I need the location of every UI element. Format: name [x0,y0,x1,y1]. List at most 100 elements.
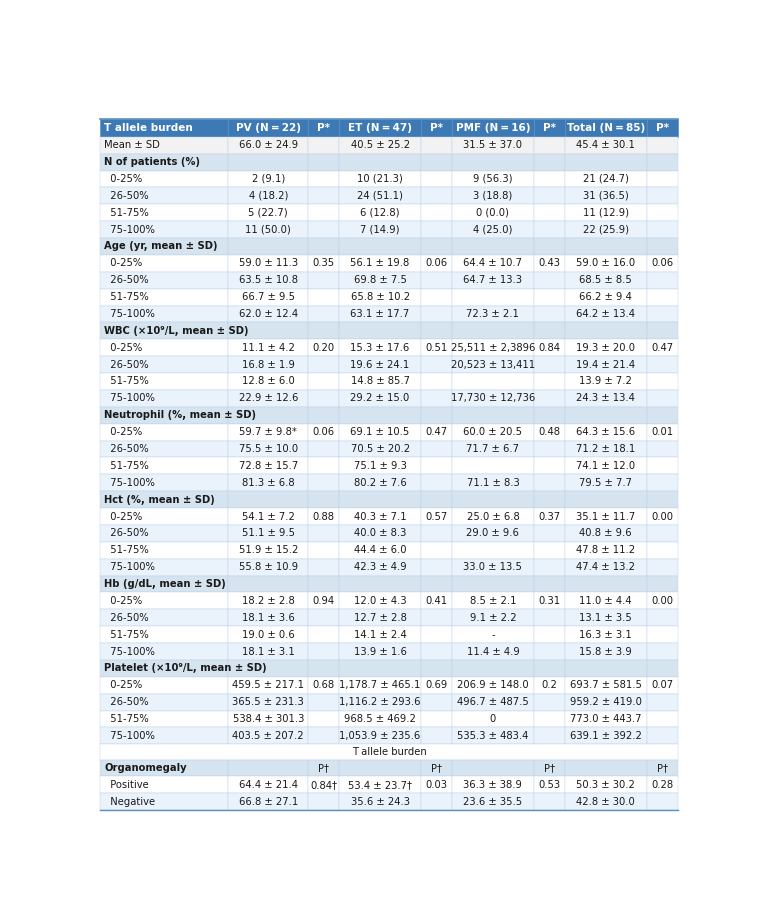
Bar [452,154,534,170]
Bar [647,760,678,776]
Bar [308,610,339,626]
Bar [339,187,421,204]
Bar [647,610,678,626]
Text: 75.5 ± 10.0: 75.5 ± 10.0 [239,444,298,454]
Text: 18.1 ± 3.6: 18.1 ± 3.6 [242,612,295,623]
Bar [534,136,565,154]
Text: 0.48: 0.48 [538,427,560,437]
Text: 66.2 ± 9.4: 66.2 ± 9.4 [579,292,632,302]
Text: 0-25%: 0-25% [104,681,142,691]
Text: 20,523 ± 13,411: 20,523 ± 13,411 [451,359,535,369]
Text: 13.9 ± 1.6: 13.9 ± 1.6 [354,647,407,657]
Bar [100,238,228,255]
Bar [228,728,308,744]
Bar [534,440,565,458]
Bar [452,694,534,711]
Bar [452,238,534,255]
Text: 1,116.2 ± 293.6: 1,116.2 ± 293.6 [339,697,421,707]
Bar [228,677,308,694]
Bar [308,542,339,559]
Text: Platelet (×10⁹/L, mean ± SD): Platelet (×10⁹/L, mean ± SD) [104,663,267,673]
Bar [534,677,565,694]
Bar [308,272,339,288]
Text: 68.5 ± 8.5: 68.5 ± 8.5 [579,275,632,286]
Text: 51-75%: 51-75% [104,460,149,471]
Bar [647,322,678,339]
Bar [452,508,534,525]
Bar [565,255,647,272]
Bar [565,626,647,643]
Text: 40.0 ± 8.3: 40.0 ± 8.3 [354,529,406,539]
Bar [421,306,452,322]
Bar [308,238,339,255]
Bar [452,424,534,440]
Text: 0.84: 0.84 [538,343,560,353]
Bar [647,339,678,356]
Bar [565,272,647,288]
Bar [565,356,647,373]
Text: 75.1 ± 9.3: 75.1 ± 9.3 [354,460,407,471]
Bar [100,542,228,559]
Bar [565,458,647,474]
Bar [421,711,452,728]
Bar [308,776,339,793]
Bar [452,458,534,474]
Bar [100,793,228,810]
Bar [534,542,565,559]
Text: 6 (12.8): 6 (12.8) [360,208,400,217]
Bar [565,660,647,677]
Bar [100,660,228,677]
Bar [534,525,565,542]
Text: 51-75%: 51-75% [104,545,149,555]
Bar [100,728,228,744]
Text: 773.0 ± 443.7: 773.0 ± 443.7 [570,714,641,724]
Bar [308,643,339,660]
Bar [308,154,339,170]
Bar [452,306,534,322]
Bar [100,154,228,170]
Bar [308,508,339,525]
Text: 0 (0.0): 0 (0.0) [476,208,509,217]
Text: 64.2 ± 13.4: 64.2 ± 13.4 [576,309,635,319]
Bar [100,694,228,711]
Text: Mean ± SD: Mean ± SD [104,140,160,150]
Text: 25,511 ± 2,3896: 25,511 ± 2,3896 [450,343,535,353]
Bar [100,491,228,508]
Bar [534,508,565,525]
Bar [100,610,228,626]
Bar [534,559,565,576]
Bar [339,356,421,373]
Text: 365.5 ± 231.3: 365.5 ± 231.3 [232,697,304,707]
Bar [339,576,421,592]
Bar [228,610,308,626]
Bar [452,711,534,728]
Bar [421,643,452,660]
Bar [565,728,647,744]
Bar [339,760,421,776]
Text: 26-50%: 26-50% [104,697,149,707]
Bar [339,711,421,728]
Text: 36.3 ± 38.9: 36.3 ± 38.9 [463,780,522,790]
Bar [228,170,308,187]
Text: T allele burden: T allele burden [104,122,193,133]
Bar [228,660,308,677]
Bar [308,760,339,776]
Bar [421,626,452,643]
Bar [308,322,339,339]
Bar [421,760,452,776]
Text: 40.8 ± 9.6: 40.8 ± 9.6 [579,529,632,539]
Text: 72.8 ± 15.7: 72.8 ± 15.7 [238,460,298,471]
Text: 51.9 ± 15.2: 51.9 ± 15.2 [238,545,298,555]
Text: 26-50%: 26-50% [104,529,149,539]
Text: 53.4 ± 23.7†: 53.4 ± 23.7† [348,780,412,790]
Text: 31 (36.5): 31 (36.5) [583,191,629,201]
Text: 47.4 ± 13.2: 47.4 ± 13.2 [576,562,635,572]
Bar [565,390,647,407]
Text: N of patients (%): N of patients (%) [104,157,200,167]
Text: 0.68: 0.68 [313,681,335,691]
Text: 0.20: 0.20 [313,343,335,353]
Text: 69.1 ± 10.5: 69.1 ± 10.5 [351,427,410,437]
Bar [565,322,647,339]
Text: 639.1 ± 392.2: 639.1 ± 392.2 [570,731,642,740]
Bar [339,272,421,288]
